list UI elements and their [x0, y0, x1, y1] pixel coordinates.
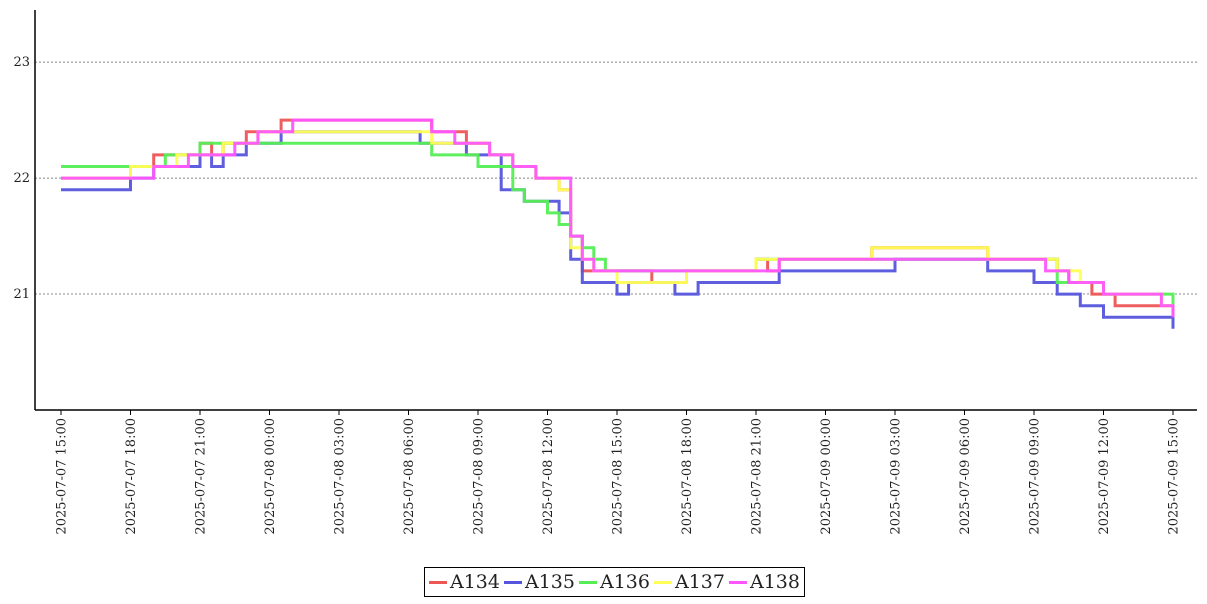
- series-line-a137: [61, 130, 1173, 308]
- x-tick-label: 2025-07-09 00:00: [819, 418, 834, 535]
- y-tick-label: 23: [13, 55, 30, 70]
- legend-item-a137: A137: [654, 571, 725, 593]
- legend-swatch: [654, 580, 672, 584]
- x-tick-label: 2025-07-09 09:00: [1028, 418, 1043, 535]
- series-line-a135: [61, 130, 1175, 329]
- legend-swatch: [429, 580, 447, 584]
- series-line-a138: [61, 118, 1175, 318]
- legend-item-a136: A136: [579, 571, 650, 593]
- legend-label: A136: [600, 571, 650, 593]
- legend-swatch: [504, 580, 522, 584]
- y-tick-labels: 21 22 23: [13, 55, 30, 302]
- x-tick-label: 2025-07-09 12:00: [1097, 418, 1112, 535]
- x-tick-labels: 2025-07-07 15:00 2025-07-07 18:00 2025-07-…: [55, 410, 1182, 535]
- legend-label: A134: [450, 571, 500, 593]
- x-tick-label: 2025-07-08 06:00: [402, 418, 417, 535]
- x-tick-label: 2025-07-07 18:00: [124, 418, 139, 535]
- x-tick-label: 2025-07-08 12:00: [541, 418, 556, 535]
- x-tick-label: 2025-07-07 15:00: [55, 418, 70, 535]
- y-tick-label: 21: [13, 287, 30, 302]
- legend-swatch: [729, 580, 747, 584]
- legend-swatch: [579, 580, 597, 584]
- x-tick-label: 2025-07-08 18:00: [680, 418, 695, 535]
- y-tick-label: 22: [13, 171, 30, 186]
- series-lines: [61, 118, 1175, 329]
- chart-legend: A134 A135 A136 A137 A138: [424, 567, 805, 597]
- x-tick-label: 2025-07-08 09:00: [472, 418, 487, 535]
- axes: [34, 10, 1197, 411]
- legend-item-a134: A134: [429, 571, 500, 593]
- legend-label: A138: [750, 571, 800, 593]
- legend-item-a138: A138: [729, 571, 800, 593]
- x-tick-label: 2025-07-08 03:00: [333, 418, 348, 535]
- x-tick-label: 2025-07-08 15:00: [611, 418, 626, 535]
- x-tick-label: 2025-07-08 21:00: [750, 418, 765, 535]
- x-tick-label: 2025-07-09 06:00: [958, 418, 973, 535]
- x-tick-label: 2025-07-09 15:00: [1167, 418, 1182, 535]
- x-tick-label: 2025-07-07 21:00: [194, 418, 209, 535]
- legend-label: A135: [525, 571, 575, 593]
- legend-label: A137: [675, 571, 725, 593]
- x-tick-label: 2025-07-08 00:00: [263, 418, 278, 535]
- x-tick-label: 2025-07-09 03:00: [889, 418, 904, 535]
- legend-item-a135: A135: [504, 571, 575, 593]
